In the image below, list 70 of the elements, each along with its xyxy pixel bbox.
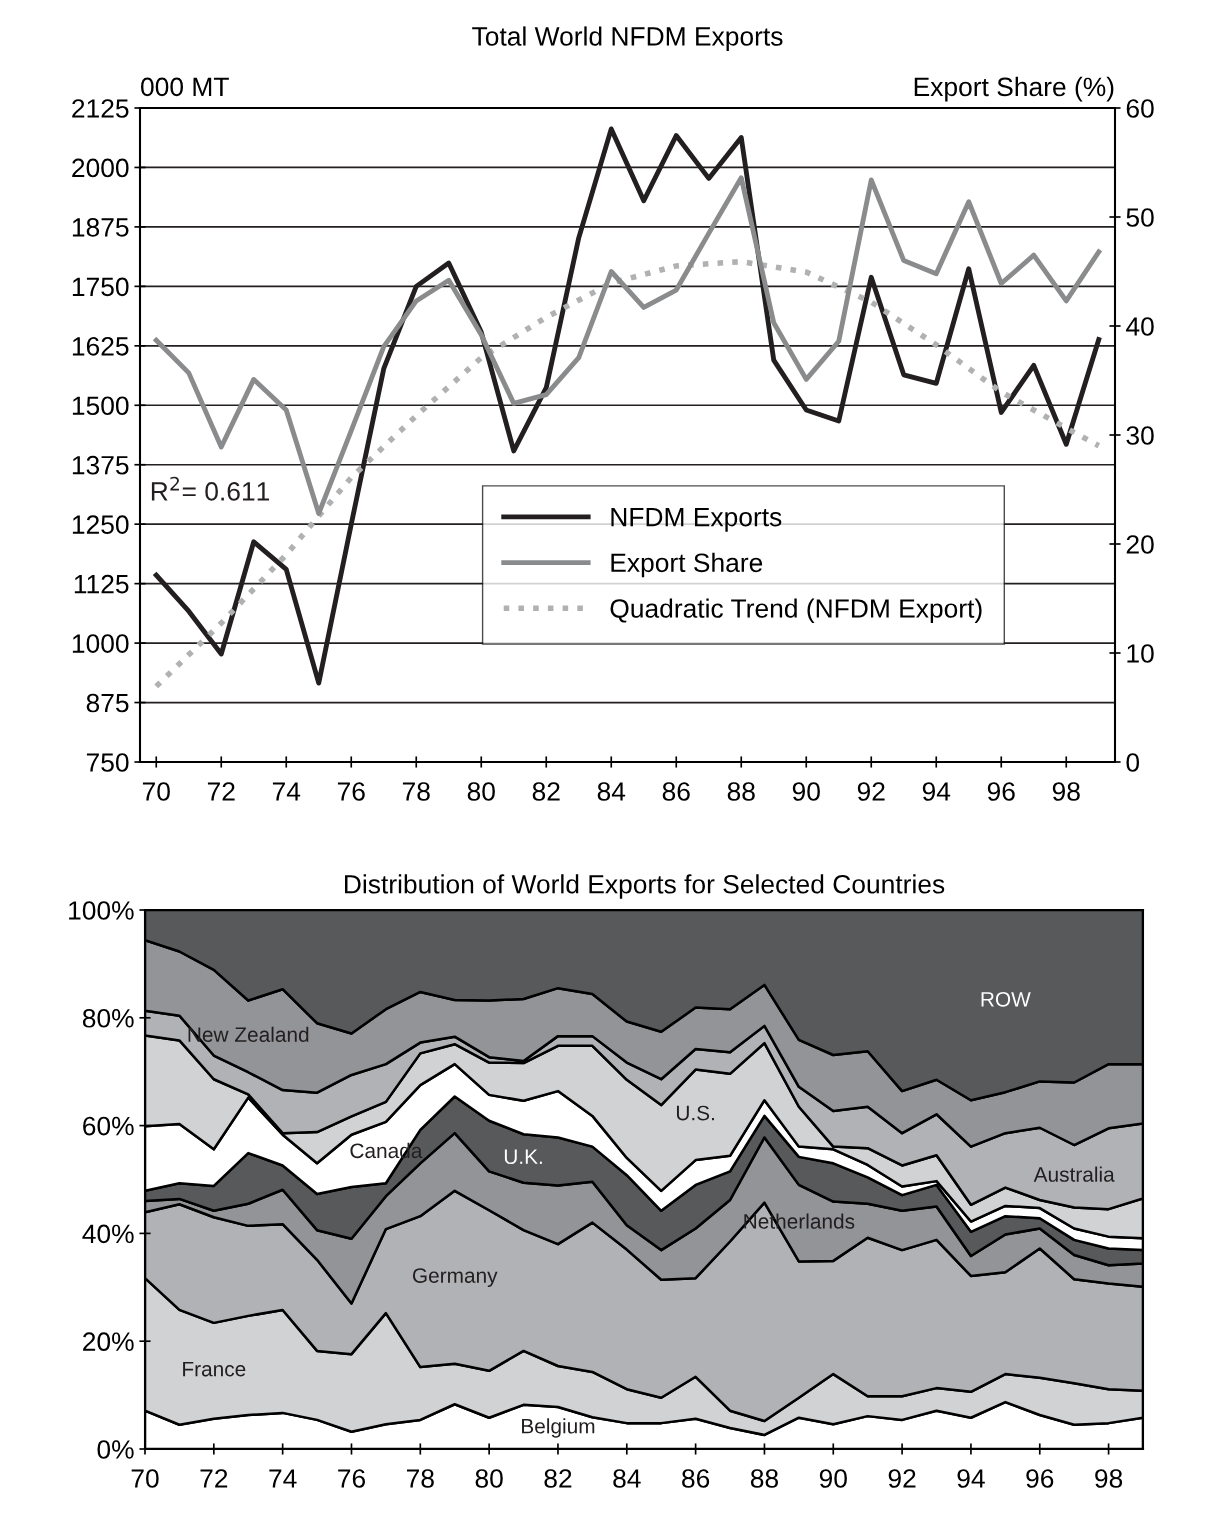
x-tick-label: 90 — [819, 1469, 847, 1488]
x-tick-label: 74 — [269, 1469, 297, 1488]
x-tick-label: 78 — [406, 1469, 434, 1488]
y-tick-label: 1250 — [72, 515, 129, 534]
x-tick-label: 76 — [337, 782, 365, 801]
y-tick-label: 1125 — [74, 574, 129, 594]
x-tick-label: 84 — [613, 1469, 641, 1488]
y-tick-label: 60% — [83, 1116, 134, 1136]
series-label: ROW — [981, 991, 1031, 1007]
x-tick-label: 96 — [987, 782, 1015, 801]
x-tick-label: 78 — [402, 782, 430, 801]
x-tick-label: 94 — [922, 782, 951, 801]
chart-title: Total World NFDM Exports — [472, 26, 783, 51]
y-tick-label: 40% — [82, 1224, 134, 1244]
x-tick-label: 94 — [957, 1469, 985, 1488]
y-tick-label: 1750 — [72, 277, 129, 297]
y2-axis-title: Export Share (%) — [914, 76, 1114, 102]
y-tick-label: 1875 — [72, 218, 129, 237]
y-tick-label: 750 — [86, 753, 129, 772]
series-label: U.S. — [676, 1105, 714, 1121]
series-label: France — [183, 1361, 246, 1377]
x-tick-label: 80 — [467, 782, 495, 801]
y-tick-label: 875 — [86, 693, 129, 713]
x-tick-label: 84 — [597, 782, 626, 801]
series-label: Australia — [1033, 1166, 1115, 1182]
y-tick-label: 100% — [69, 901, 134, 920]
x-tick-label: 92 — [857, 782, 885, 801]
x-tick-label: 88 — [750, 1469, 778, 1488]
chart-title: Distribution of World Exports for Selected Countries — [345, 874, 945, 899]
annotation: R$^{2}$= 0.611 — [151, 476, 270, 501]
x-tick-label: 70 — [142, 782, 170, 801]
y2-tick-label: 30 — [1126, 426, 1154, 445]
legend-label: Quadratic Trend (NFDM Export) — [610, 598, 982, 624]
y-tick-label: 1500 — [72, 396, 129, 416]
x-tick-label: 90 — [792, 782, 820, 801]
y-tick-label: 0% — [97, 1440, 134, 1459]
x-tick-label: 96 — [1026, 1469, 1054, 1488]
y-tick-label: 20% — [83, 1332, 134, 1352]
x-tick-label: 82 — [544, 1469, 572, 1488]
series-label: U.K. — [504, 1149, 542, 1165]
y2-tick-label: 20 — [1126, 535, 1154, 554]
y-tick-label: 1625 — [72, 336, 129, 356]
x-tick-label: 92 — [888, 1469, 916, 1488]
y2-tick-label: 0 — [1126, 753, 1140, 772]
series-label: Belgium — [522, 1418, 595, 1438]
y-tick-label: 80% — [82, 1008, 134, 1028]
y2-tick-label: 10 — [1127, 644, 1154, 663]
x-tick-label: 82 — [532, 782, 560, 801]
x-tick-label: 74 — [272, 782, 301, 801]
y-axis-title: 000 MT — [141, 77, 229, 97]
y-tick-label: 1000 — [72, 634, 129, 653]
x-tick-label: 98 — [1095, 1469, 1123, 1488]
series-label: Germany — [412, 1268, 498, 1288]
y2-tick-label: 50 — [1126, 208, 1154, 227]
y-tick-label: 2125 — [72, 99, 129, 118]
y-tick-label: 2000 — [72, 158, 129, 178]
x-tick-label: 72 — [200, 1469, 228, 1488]
x-tick-label: 86 — [682, 1469, 710, 1488]
y2-tick-label: 40 — [1126, 317, 1154, 336]
x-tick-label: 86 — [662, 782, 690, 801]
x-tick-label: 80 — [475, 1469, 503, 1488]
x-tick-label: 72 — [207, 782, 235, 801]
x-tick-label: 70 — [131, 1469, 159, 1488]
x-tick-label: 76 — [338, 1469, 365, 1488]
x-tick-label: 88 — [727, 782, 755, 801]
legend-label: Export Share — [611, 552, 763, 578]
x-tick-label: 98 — [1052, 782, 1080, 801]
y-tick-label: 1375 — [72, 455, 129, 475]
legend-label: NFDM Exports — [611, 508, 782, 532]
y2-tick-label: 60 — [1126, 99, 1154, 118]
